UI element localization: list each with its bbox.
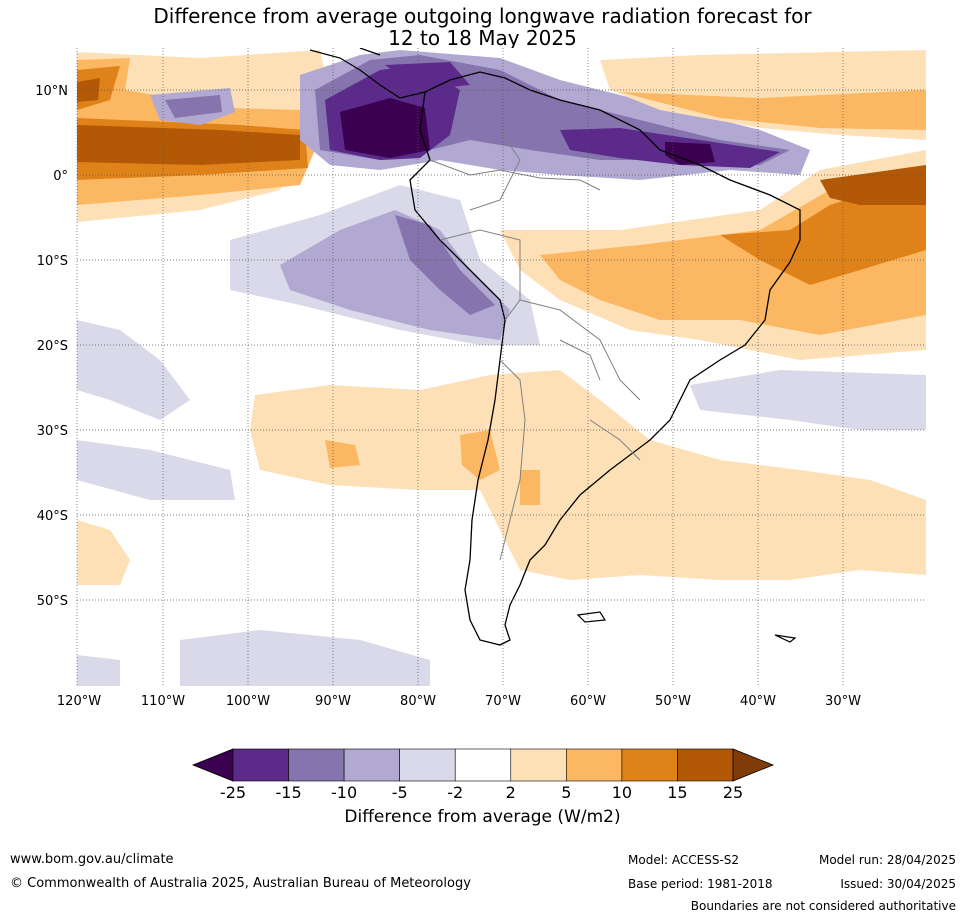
anomaly-pos-southwest: [77, 520, 130, 585]
anomaly-pos-east-pacific-max: [77, 78, 300, 165]
base-period-text: Base period: 1981-2018: [628, 877, 773, 891]
website-link[interactable]: www.bom.gov.au/climate: [10, 852, 174, 867]
colorbar-segment: [454, 748, 512, 782]
colorbar-segment: [343, 748, 400, 782]
lat-label-20s: 20°S: [37, 339, 68, 354]
south-america-coastline: [409, 71, 801, 646]
anomaly-neg-panama-max: [340, 98, 715, 165]
map-title-line1: Difference from average outgoing longwav…: [153, 4, 812, 28]
colorbar-segment: [510, 748, 567, 782]
colorbar-tick-label: 25: [723, 783, 743, 802]
colorbar-tick-label: -5: [392, 783, 408, 802]
lat-label-30s: 30°S: [37, 424, 68, 439]
colorbar-extend-high: [732, 748, 775, 782]
lon-label-40w: 40°W: [740, 694, 776, 709]
colorbar-segment: [566, 748, 623, 782]
lat-label-50s: 50°S: [37, 594, 68, 609]
lon-label-110w: 110°W: [141, 694, 185, 709]
colorbar-tick-label: 15: [667, 783, 687, 802]
lon-label-30w: 30°W: [825, 694, 861, 709]
anomaly-neg-pacific-small-core: [165, 95, 222, 118]
lon-label-100w: 100°W: [226, 694, 270, 709]
model-text: Model: ACCESS-S2: [628, 853, 740, 867]
lat-label-40s: 40°S: [37, 509, 68, 524]
colorbar-tick-label: 2: [506, 783, 516, 802]
country-borders: [429, 129, 641, 561]
map-title-line2: 12 to 18 May 2025: [388, 26, 577, 50]
anomaly-neg-southeast-pacific-mid: [280, 210, 510, 340]
anomaly-neg-atlantic-mid: [690, 370, 926, 430]
copyright-text: © Commonwealth of Australia 2025, Austra…: [10, 876, 471, 891]
colorbar: -25 -15 -10 -5 -2 2 5 10 15 25: [191, 748, 775, 802]
colorbar-tick-label: -10: [331, 783, 357, 802]
colorbar-segment: [677, 748, 734, 782]
falkland-islands: [576, 611, 607, 623]
lon-label-120w: 120°W: [57, 694, 101, 709]
colorbar-tick-label: 10: [612, 783, 632, 802]
lon-label-90w: 90°W: [315, 694, 351, 709]
central-america-coastline: [309, 48, 426, 99]
anomaly-neg-southwest-pacific: [77, 320, 235, 500]
lat-label-0: 0°: [53, 169, 68, 184]
anomaly-fields: [77, 48, 926, 686]
anomaly-neg-south-ocean: [77, 630, 430, 686]
south-georgia: [774, 634, 797, 643]
colorbar-segment: [232, 748, 289, 782]
lon-label-60w: 60°W: [570, 694, 606, 709]
colorbar-tick-label: -2: [447, 783, 463, 802]
lat-label-10s: 10°S: [37, 254, 68, 269]
issued-text: Issued: 30/04/2025: [840, 877, 956, 891]
colorbar-extend-low: [191, 748, 234, 782]
anomaly-pos-atlantic-north-mid: [620, 90, 926, 130]
lon-label-50w: 50°W: [655, 694, 691, 709]
colorbar-tick-label: -25: [220, 783, 246, 802]
colorbar-segment: [621, 748, 678, 782]
longitude-labels: 120°W 110°W 100°W 90°W 80°W 70°W 60°W 50…: [57, 694, 861, 709]
latitude-labels: 10°N 0° 10°S 20°S 30°S 40°S 50°S: [35, 84, 68, 609]
anomaly-neg-peru-strong: [395, 215, 495, 315]
colorbar-segment: [399, 748, 456, 782]
colorbar-tick-label: -15: [275, 783, 301, 802]
disclaimer-text: Boundaries are not considered authoritat…: [690, 899, 956, 913]
colorbar-tick-label: 5: [561, 783, 571, 802]
colorbar-segment: [288, 748, 345, 782]
lat-label-10n: 10°N: [35, 84, 68, 99]
lon-label-80w: 80°W: [400, 694, 436, 709]
colorbar-title: Difference from average (W/m2): [344, 807, 621, 827]
anomaly-neg-panama-strong: [325, 62, 780, 168]
graticule: [76, 48, 926, 686]
model-run-text: Model run: 28/04/2025: [818, 853, 956, 867]
lon-label-70w: 70°W: [485, 694, 521, 709]
